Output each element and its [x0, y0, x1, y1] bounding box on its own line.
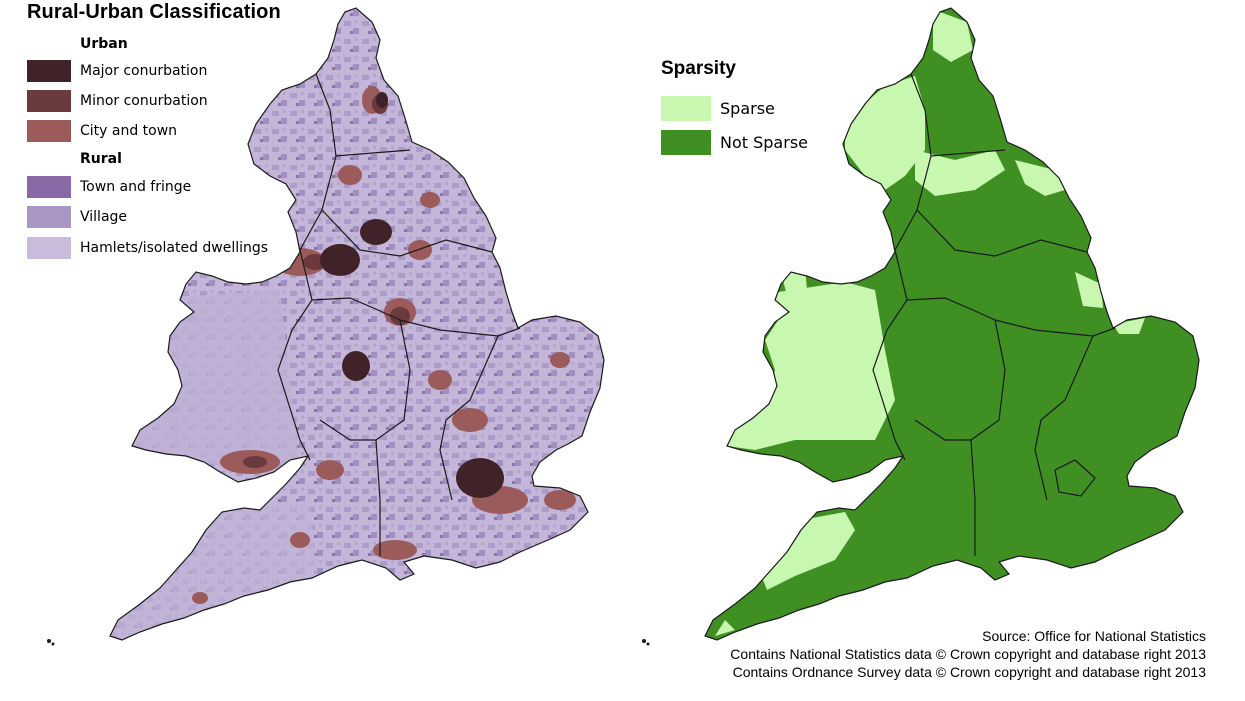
legend-item-not-sparse: Not Sparse — [661, 130, 808, 155]
legend-item-sparse: Sparse — [661, 96, 775, 121]
sparsity-map — [704, 7, 1200, 641]
source-line: Source: Office for National Statistics — [982, 628, 1206, 644]
legend-swatch — [27, 206, 71, 228]
scilly-isles-left — [47, 639, 55, 646]
sparsity-title: Sparsity — [661, 58, 736, 79]
copyright-line: Contains Ordnance Survey data © Crown co… — [732, 664, 1206, 680]
legend-heading-rural: Rural — [80, 151, 122, 167]
scilly-isles-right — [642, 639, 650, 646]
legend-swatch — [27, 120, 71, 142]
legend-item-major-conurbation: Major conurbation — [27, 60, 207, 82]
legend-swatch — [661, 96, 711, 121]
legend-swatch — [661, 130, 711, 155]
copyright-line: Contains National Statistics data © Crow… — [730, 646, 1206, 662]
legend-item-village: Village — [27, 206, 127, 228]
legend-item-city-and-town: City and town — [27, 120, 177, 142]
legend-swatch — [27, 90, 71, 112]
legend-heading-urban: Urban — [80, 36, 128, 52]
legend-item-town-and-fringe: Town and fringe — [27, 176, 191, 198]
source-attribution: Source: Office for National Statistics C… — [730, 627, 1206, 681]
legend-item-minor-conurbation: Minor conurbation — [27, 90, 208, 112]
legend-item-hamlets: Hamlets/isolated dwellings — [27, 237, 268, 259]
legend-swatch — [27, 237, 71, 259]
rural-urban-title: Rural-Urban Classification — [27, 1, 281, 23]
legend-swatch — [27, 60, 71, 82]
legend-swatch — [27, 176, 71, 198]
